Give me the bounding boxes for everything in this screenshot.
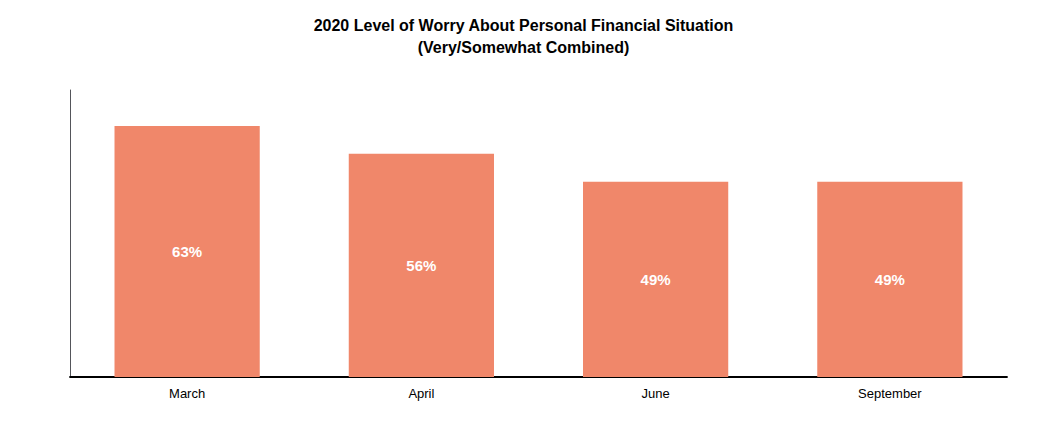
- svg-text:June: June: [642, 386, 670, 401]
- svg-text:March: March: [169, 386, 205, 401]
- svg-text:63%: 63%: [172, 243, 202, 260]
- svg-text:49%: 49%: [641, 271, 671, 288]
- svg-text:April: April: [408, 386, 434, 401]
- svg-text:49%: 49%: [875, 271, 905, 288]
- svg-text:September: September: [858, 386, 922, 401]
- svg-text:2020 Level of Worry About Pers: 2020 Level of Worry About Personal Finan…: [314, 17, 734, 34]
- svg-text:56%: 56%: [406, 257, 436, 274]
- svg-text:(Very/Somewhat Combined): (Very/Somewhat Combined): [418, 39, 630, 56]
